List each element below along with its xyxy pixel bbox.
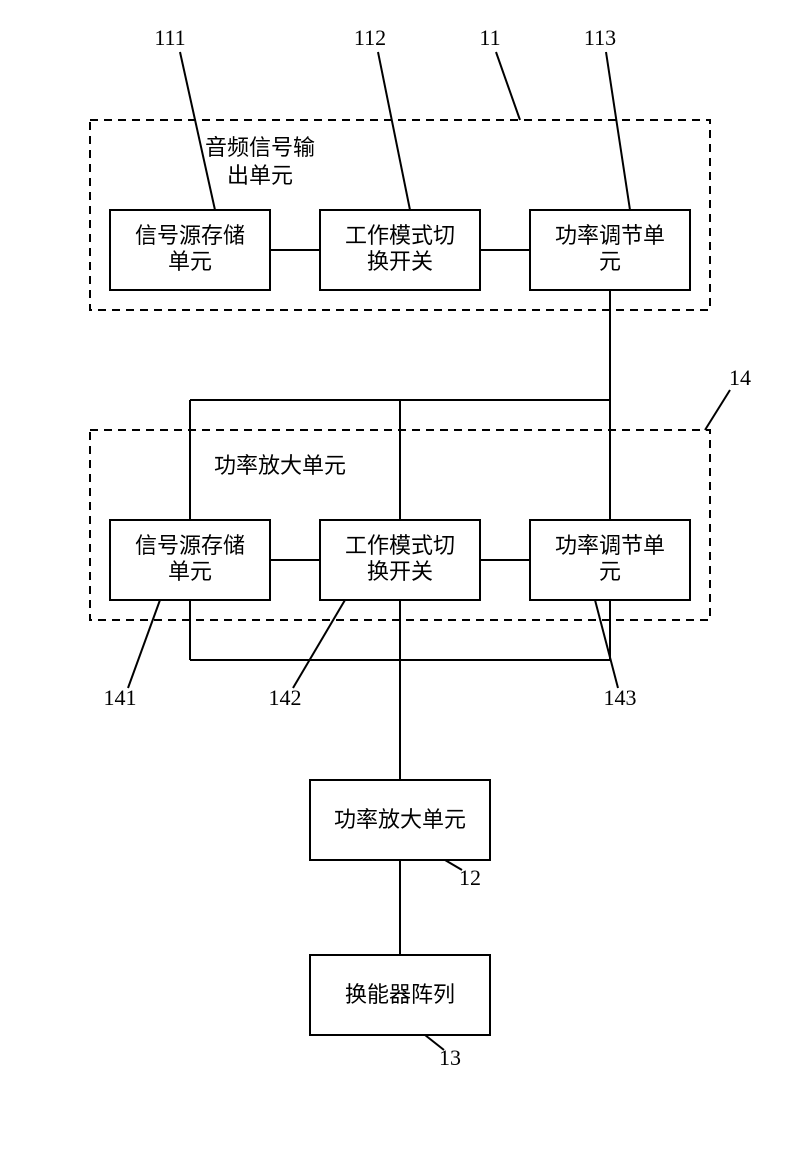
lead-141 [128,600,160,688]
block-13-line1: 换能器阵列 [345,982,455,1007]
block-113-line2: 元 [599,249,621,274]
block-141-line1: 信号源存储 [135,533,245,558]
label-112: 112 [354,25,386,50]
group-11-title-line2: 出单元 [227,163,293,188]
lead-143 [595,600,618,688]
group-11-title-line1: 音频信号输 [205,135,315,160]
block-143-line1: 功率调节单 [555,533,665,558]
lead-13 [425,1035,444,1050]
block-142-line2: 换开关 [367,559,433,584]
label-11: 11 [479,25,500,50]
block-111-line1: 信号源存储 [135,223,245,248]
lead-113 [606,52,630,210]
label-142: 142 [269,685,302,710]
block-112-line1: 工作模式切 [345,223,455,248]
block-112-line2: 换开关 [367,249,433,274]
block-12-line1: 功率放大单元 [334,807,466,832]
group-11-outline [90,120,710,310]
label-12: 12 [459,865,481,890]
lead-14 [705,390,730,430]
block-111-line2: 单元 [168,249,212,274]
label-14: 14 [729,365,751,390]
lead-112 [378,52,410,210]
block-142-line1: 工作模式切 [345,533,455,558]
lead-111 [180,52,215,210]
block-113-line1: 功率调节单 [555,223,665,248]
diagram-canvas: 音频信号输 出单元 信号源存储 单元 工作模式切 换开关 功率调节单 元 功率放… [0,0,800,1165]
label-143: 143 [604,685,637,710]
label-113: 113 [584,25,616,50]
block-143-line2: 元 [599,559,621,584]
label-141: 141 [104,685,137,710]
lead-11 [496,52,520,120]
lead-142 [293,600,345,688]
group-14-title: 功率放大单元 [214,453,346,478]
block-141-line2: 单元 [168,559,212,584]
label-111: 111 [154,25,185,50]
